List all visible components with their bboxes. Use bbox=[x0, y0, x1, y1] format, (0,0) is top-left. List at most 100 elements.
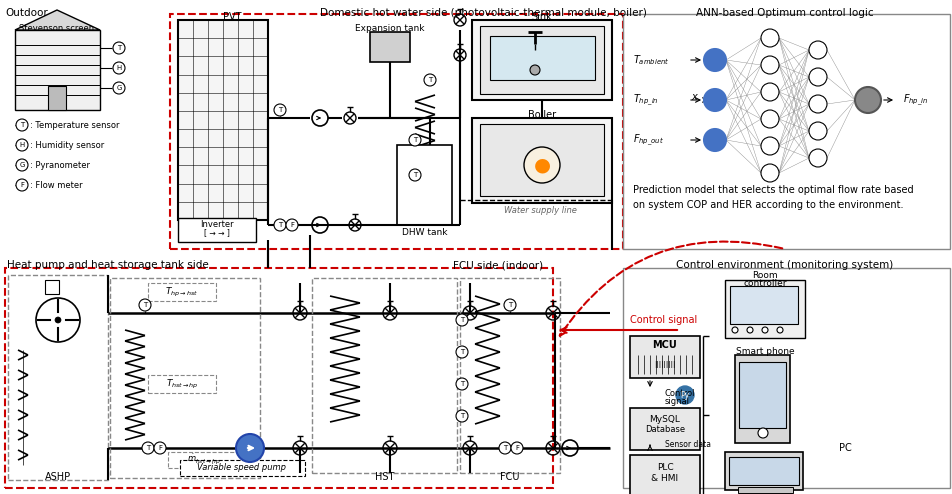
Text: DHW tank: DHW tank bbox=[402, 228, 447, 237]
Circle shape bbox=[704, 49, 725, 71]
Bar bbox=[724, 452, 803, 490]
Circle shape bbox=[424, 74, 436, 86]
Text: Smart phone: Smart phone bbox=[735, 346, 793, 356]
Text: $T_{ambient}$: $T_{ambient}$ bbox=[632, 53, 668, 67]
Text: T: T bbox=[117, 45, 121, 51]
Bar bbox=[629, 336, 700, 378]
Bar bbox=[460, 278, 560, 473]
Circle shape bbox=[113, 42, 125, 54]
Text: T: T bbox=[278, 222, 282, 228]
Text: T: T bbox=[507, 302, 511, 308]
Bar bbox=[397, 145, 451, 225]
Circle shape bbox=[762, 327, 767, 333]
Bar bbox=[369, 32, 409, 62]
Circle shape bbox=[761, 29, 778, 47]
Circle shape bbox=[55, 317, 61, 323]
Text: H: H bbox=[19, 142, 25, 148]
Circle shape bbox=[704, 129, 725, 151]
Circle shape bbox=[274, 104, 286, 116]
Text: $T_{hst\rightarrow hp}$: $T_{hst\rightarrow hp}$ bbox=[166, 377, 198, 391]
Text: G: G bbox=[116, 85, 122, 91]
Circle shape bbox=[808, 122, 826, 140]
Text: T: T bbox=[143, 302, 147, 308]
Text: |||||||||: ||||||||| bbox=[654, 361, 675, 368]
Text: Inverter: Inverter bbox=[200, 219, 233, 229]
Bar bbox=[737, 487, 792, 493]
Circle shape bbox=[675, 386, 693, 404]
Text: MySQL: MySQL bbox=[649, 415, 680, 424]
Circle shape bbox=[504, 299, 515, 311]
Bar bbox=[5, 268, 552, 488]
Text: T: T bbox=[20, 122, 24, 128]
Bar bbox=[148, 283, 216, 301]
Text: Prediction model that selects the optimal flow rate based: Prediction model that selects the optima… bbox=[632, 185, 913, 195]
Circle shape bbox=[455, 410, 467, 422]
Text: Py: Py bbox=[680, 390, 689, 400]
Circle shape bbox=[731, 327, 737, 333]
Text: F: F bbox=[514, 445, 519, 451]
Text: ASHP: ASHP bbox=[45, 472, 71, 482]
Circle shape bbox=[776, 327, 783, 333]
Circle shape bbox=[286, 219, 298, 231]
Text: : Temperature sensor: : Temperature sensor bbox=[30, 121, 119, 129]
Circle shape bbox=[808, 68, 826, 86]
Text: $T_{hp\rightarrow hst}$: $T_{hp\rightarrow hst}$ bbox=[166, 286, 198, 298]
Circle shape bbox=[524, 147, 560, 183]
Bar bbox=[480, 26, 604, 94]
Bar bbox=[623, 268, 949, 488]
Bar bbox=[178, 218, 256, 242]
Bar bbox=[724, 280, 804, 338]
Text: Control environment (monitoring system): Control environment (monitoring system) bbox=[676, 260, 893, 270]
Text: G: G bbox=[19, 162, 25, 168]
Text: T: T bbox=[503, 445, 506, 451]
Text: T: T bbox=[460, 413, 464, 419]
Text: Control signal: Control signal bbox=[629, 315, 697, 325]
Circle shape bbox=[455, 378, 467, 390]
Polygon shape bbox=[15, 10, 100, 30]
Circle shape bbox=[529, 65, 540, 75]
Text: $F_{hp\_in}$: $F_{hp\_in}$ bbox=[902, 92, 927, 108]
Bar bbox=[629, 408, 700, 450]
Bar bbox=[480, 124, 604, 196]
Bar bbox=[471, 20, 611, 100]
Text: : Pyranometer: : Pyranometer bbox=[30, 161, 89, 169]
Text: : Humidity sensor: : Humidity sensor bbox=[30, 140, 104, 150]
Text: Control: Control bbox=[664, 388, 695, 398]
Circle shape bbox=[16, 139, 28, 151]
Text: PVT: PVT bbox=[223, 12, 241, 22]
Circle shape bbox=[455, 346, 467, 358]
Text: T: T bbox=[412, 172, 417, 178]
Text: $\dot{m}_{hst\rightarrow hp}$: $\dot{m}_{hst\rightarrow hp}$ bbox=[187, 453, 221, 467]
Bar bbox=[729, 286, 797, 324]
Text: FCU side (indoor): FCU side (indoor) bbox=[452, 260, 543, 270]
Text: Stevenson screen: Stevenson screen bbox=[19, 24, 94, 33]
Text: Sink: Sink bbox=[531, 12, 552, 22]
Bar bbox=[180, 460, 305, 476]
Text: controller: controller bbox=[743, 280, 786, 288]
Text: T: T bbox=[427, 77, 431, 83]
Circle shape bbox=[113, 82, 125, 94]
Circle shape bbox=[408, 134, 421, 146]
Circle shape bbox=[16, 159, 28, 171]
Text: Outdoor: Outdoor bbox=[5, 8, 48, 18]
Text: Room: Room bbox=[751, 272, 777, 281]
Text: ●: ● bbox=[533, 156, 550, 174]
Text: T: T bbox=[146, 445, 150, 451]
Bar bbox=[623, 14, 949, 249]
Circle shape bbox=[757, 428, 767, 438]
Bar bbox=[471, 118, 611, 203]
Bar bbox=[489, 36, 594, 80]
Circle shape bbox=[36, 298, 80, 342]
Text: signal: signal bbox=[664, 397, 689, 406]
Text: : Flow meter: : Flow meter bbox=[30, 180, 83, 190]
Circle shape bbox=[761, 83, 778, 101]
Text: Expansion tank: Expansion tank bbox=[355, 24, 425, 33]
Text: T: T bbox=[412, 137, 417, 143]
Bar bbox=[45, 280, 59, 294]
Text: $T_{hp\_in}$: $T_{hp\_in}$ bbox=[632, 92, 658, 108]
Bar bbox=[629, 455, 700, 494]
Circle shape bbox=[16, 119, 28, 131]
Text: F: F bbox=[289, 222, 293, 228]
Text: PC: PC bbox=[838, 443, 850, 453]
Circle shape bbox=[854, 87, 880, 113]
